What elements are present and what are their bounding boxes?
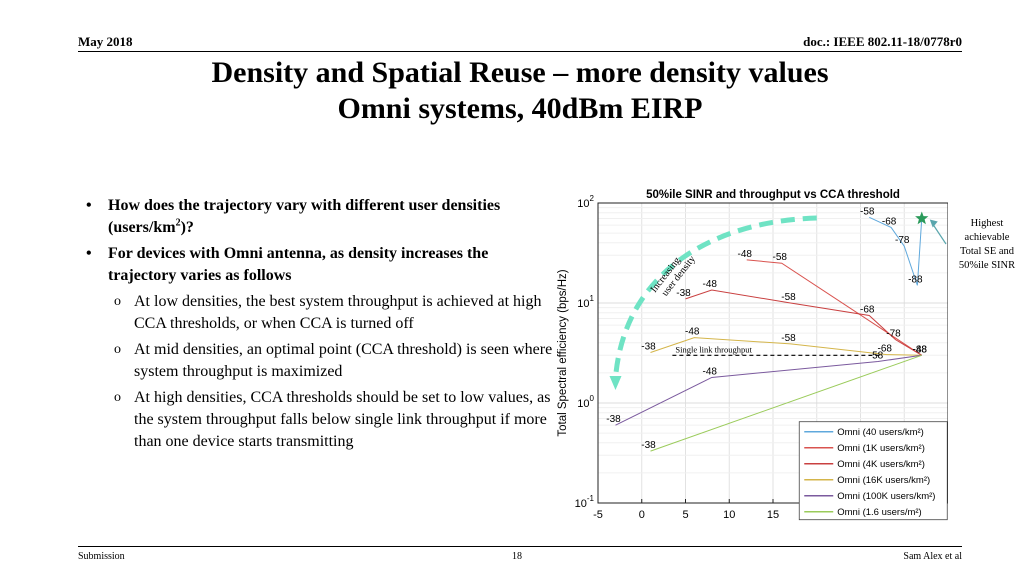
cca-point-label: -58 — [781, 292, 796, 303]
cca-point-label: -78 — [895, 235, 910, 246]
cca-point-label: -38 — [641, 440, 656, 451]
bullet-dot-icon: • — [86, 245, 92, 262]
series-line — [685, 289, 923, 356]
y-tick-label: 102 — [577, 194, 594, 210]
series-line — [869, 216, 923, 286]
footer-divider — [78, 546, 962, 547]
legend-label: Omni (16K users/km²) — [837, 475, 930, 486]
sub-bullet-icon: o — [114, 294, 121, 309]
cca-point-label: -88 — [908, 274, 923, 285]
sub-bullet-text: At mid densities, an optimal point (CCA … — [134, 341, 553, 380]
footer-authors: Sam Alex et al — [903, 551, 962, 562]
legend-label: Omni (100K users/km²) — [837, 491, 935, 502]
superscript: 2 — [175, 217, 181, 229]
legend-label: Omni (1.6 users/m²) — [837, 507, 921, 518]
cca-point-label: -48 — [685, 327, 700, 338]
bullet-list: • How does the trajectory vary with diffe… — [84, 195, 554, 457]
cca-point-label: -48 — [703, 366, 718, 377]
legend-label: Omni (4K users/km²) — [837, 459, 925, 470]
cca-point-label: -38 — [606, 414, 621, 425]
bullet-item: • How does the trajectory vary with diffe… — [84, 195, 554, 239]
highest-achievable-note: Highest achievable Total SE and 50%ile S… — [948, 217, 1024, 273]
cca-point-label: -58 — [869, 351, 884, 362]
bullet-text: How does the trajectory vary with differ… — [108, 197, 501, 236]
single-link-label: Single link throughput — [675, 344, 752, 354]
series-line — [650, 337, 922, 356]
chart-title: 50%ile SINR and throughput vs CCA thresh… — [646, 189, 900, 201]
legend-label: Omni (40 users/km²) — [837, 427, 924, 438]
series-line — [746, 259, 923, 356]
density-arrow — [613, 215, 817, 379]
note-line: Total SE and — [959, 246, 1015, 257]
slide-subtitle: Omni systems, 40dBm EIRP — [337, 92, 703, 125]
x-tick-label: 10 — [723, 509, 735, 521]
series-line — [615, 354, 922, 426]
sub-bullet-text: At low densities, the best system throug… — [134, 293, 542, 332]
cca-point-label: -48 — [913, 344, 928, 355]
cca-point-label: -58 — [781, 333, 796, 344]
cca-point-label: -38 — [641, 341, 656, 352]
footer-submission: Submission — [78, 551, 125, 562]
note-line: 50%ile SINR — [958, 260, 1016, 271]
x-tick-label: -5 — [593, 509, 603, 521]
cca-point-label: -78 — [886, 329, 901, 340]
sub-bullet-text: At high densities, CCA thresholds should… — [134, 389, 551, 450]
sub-bullet-item: o At mid densities, an optimal point (CCA… — [84, 339, 554, 383]
cca-point-label: -48 — [738, 249, 753, 260]
x-tick-label: 0 — [639, 509, 645, 521]
pointer-arrow-head — [929, 219, 938, 228]
bullet-item: • For devices with Omni antenna, as densi… — [84, 243, 554, 287]
legend-box — [798, 421, 948, 521]
sub-bullet-item: o At low densities, the best system throu… — [84, 291, 554, 335]
sub-bullet-item: o At high densities, CCA thresholds shoul… — [84, 387, 554, 453]
y-axis-label: Total Spectral efficiency (bps/Hz) — [557, 269, 569, 436]
x-tick-label: 15 — [767, 509, 779, 521]
bullet-dot-icon: • — [86, 197, 92, 214]
sub-bullet-icon: o — [114, 390, 121, 405]
star-icon — [915, 211, 929, 225]
header-divider — [78, 51, 962, 52]
cca-point-label: -68 — [878, 344, 893, 355]
cca-point-label: -38 — [676, 288, 691, 299]
pointer-arrow — [931, 222, 947, 245]
cca-point-label: -58 — [773, 252, 788, 263]
cca-point-label: -58 — [860, 206, 875, 217]
bullet-text: For devices with Omni antenna, as densit… — [108, 245, 489, 284]
cca-point-label: -48 — [703, 279, 718, 290]
y-tick-label: 101 — [577, 294, 594, 310]
page-number: 18 — [512, 551, 522, 562]
legend-label: Omni (1K users/km²) — [837, 443, 925, 454]
cca-point-label: -68 — [860, 304, 875, 315]
density-arrow-head — [609, 376, 622, 390]
header-doc-id: doc.: IEEE 802.11-18/0778r0 — [803, 34, 962, 49]
cca-point-label: -68 — [882, 216, 897, 227]
slide-title: Density and Spatial Reuse – more density… — [211, 56, 829, 89]
header-date: May 2018 — [78, 34, 133, 49]
note-line: achievable — [964, 232, 1010, 243]
series-line — [650, 354, 922, 452]
sub-bullet-icon: o — [114, 342, 121, 357]
cca-point-label: -88 — [913, 344, 928, 355]
y-tick-label: 100 — [577, 394, 594, 410]
bullet-text-end: )? — [180, 219, 194, 236]
plot-frame — [597, 202, 948, 504]
note-line: Highest — [970, 218, 1004, 229]
y-tick-label: 10-1 — [575, 494, 595, 510]
x-tick-label: 5 — [682, 509, 688, 521]
